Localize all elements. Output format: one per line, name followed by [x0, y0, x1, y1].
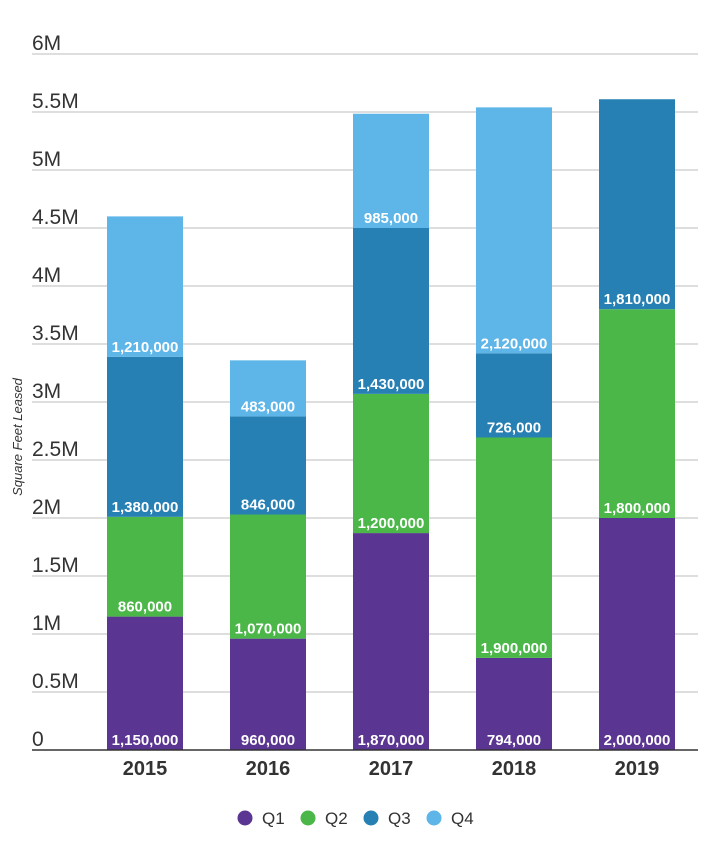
bar-q4-2015: [107, 216, 183, 357]
legend-swatch-q1: [237, 810, 253, 826]
x-tick-label: 2015: [123, 758, 168, 780]
data-label: 1,210,000: [112, 339, 179, 356]
bar-q1-2016: [230, 638, 306, 750]
data-label: 1,380,000: [112, 499, 179, 516]
legend-label: Q1: [262, 809, 285, 828]
y-tick-label: 0.5M: [32, 670, 79, 693]
y-axis-ticks: 0 0.5M 1M 1.5M 2M 2.5M 3M 3.5M 4M 4.5M 5M 5.5M 6M: [32, 32, 79, 751]
x-tick-label: 2017: [369, 758, 414, 780]
y-tick-label: 1.5M: [32, 554, 79, 577]
bar-q2-2017: [353, 393, 429, 534]
x-tick-label: 2016: [246, 758, 291, 780]
data-label: 985,000: [364, 210, 418, 227]
bar-q2-2018: [476, 437, 552, 658]
bar-q1-2019: [599, 518, 675, 750]
x-axis-ticks: 2015 2016 2017 2018 2019: [123, 758, 660, 780]
legend-swatch-q3: [363, 810, 379, 826]
data-label: 726,000: [487, 419, 541, 436]
legend-label: Q2: [325, 809, 348, 828]
data-label: 2,000,000: [604, 732, 671, 749]
bar-q2-2015: [107, 516, 183, 617]
legend-label: Q3: [388, 809, 411, 828]
legend-swatch-q2: [300, 810, 316, 826]
bar-q2-2016: [230, 514, 306, 639]
bars: [107, 99, 675, 750]
data-label: 860,000: [118, 599, 172, 616]
bar-q4-2016: [230, 360, 306, 417]
bar-q2-2019: [599, 309, 675, 518]
legend: Q1 Q2 Q3 Q4: [237, 809, 474, 828]
y-tick-label: 3M: [32, 380, 61, 403]
data-label: 1,070,000: [235, 621, 302, 638]
y-tick-label: 4.5M: [32, 206, 79, 229]
y-tick-label: 1M: [32, 612, 61, 635]
bar-q3-2018: [476, 353, 552, 438]
y-tick-label: 2.5M: [32, 438, 79, 461]
data-label: 1,430,000: [358, 376, 425, 393]
bar-q1-2015: [107, 616, 183, 750]
data-label: 846,000: [241, 497, 295, 514]
x-tick-label: 2019: [615, 758, 660, 780]
y-tick-label: 5.5M: [32, 90, 79, 113]
x-tick-label: 2018: [492, 758, 537, 780]
y-axis-label: Square Feet Leased: [10, 377, 25, 496]
y-tick-label: 3.5M: [32, 322, 79, 345]
bar-q4-2017: [353, 113, 429, 228]
data-label: 1,810,000: [604, 291, 671, 308]
data-label: 1,200,000: [358, 515, 425, 532]
y-tick-label: 6M: [32, 32, 61, 55]
data-label: 960,000: [241, 732, 295, 749]
bar-q3-2019: [599, 99, 675, 310]
data-labels: 1,150,000 860,000 1,380,000 1,210,000 960,00…: [112, 210, 671, 749]
y-tick-label: 4M: [32, 264, 61, 287]
bar-q1-2017: [353, 533, 429, 750]
data-label: 2,120,000: [481, 335, 548, 352]
bar-q3-2015: [107, 356, 183, 517]
data-label: 1,800,000: [604, 500, 671, 517]
data-label: 794,000: [487, 732, 541, 749]
legend-label: Q4: [451, 809, 474, 828]
legend-swatch-q4: [426, 810, 442, 826]
y-tick-label: 0: [32, 728, 44, 751]
bar-q4-2018: [476, 107, 552, 354]
bar-q1-2018: [476, 657, 552, 750]
y-tick-label: 2M: [32, 496, 61, 519]
data-label: 1,870,000: [358, 732, 425, 749]
bar-q3-2016: [230, 416, 306, 515]
bar-q3-2017: [353, 228, 429, 394]
data-label: 483,000: [241, 398, 295, 415]
data-label: 1,150,000: [112, 732, 179, 749]
y-tick-label: 5M: [32, 148, 61, 171]
data-label: 1,900,000: [481, 640, 548, 657]
